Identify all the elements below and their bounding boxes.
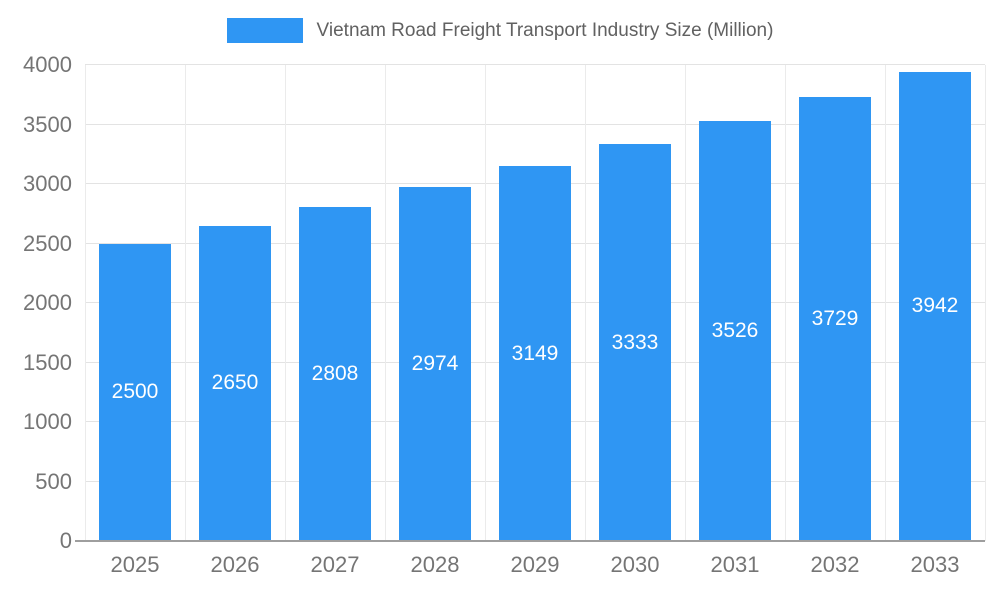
bar-value-label: 3526: [711, 319, 759, 343]
bar: 2500: [99, 243, 171, 541]
bar-slot: 2650: [185, 65, 285, 541]
bar-slot: 2808: [285, 65, 385, 541]
gridline: [885, 65, 886, 541]
gridline: [85, 65, 86, 541]
gridline: [585, 65, 586, 541]
gridline: [85, 123, 985, 125]
bar-slot: 3333: [585, 65, 685, 541]
x-tick-label: 2033: [910, 552, 960, 577]
bar-value-label: 3729: [811, 307, 859, 331]
x-tick-label: 2026: [210, 552, 260, 577]
bars-row: 2500 2650 2808 2974 3149 3333 3526 3729 3942: [85, 65, 985, 541]
gridline: [785, 65, 786, 541]
y-tick-label: 3000: [23, 171, 72, 196]
bar-value-label: 2808: [311, 361, 359, 385]
bar-value-label: 2650: [211, 371, 259, 395]
bar-value-label: 2974: [411, 352, 459, 376]
bar-value-label: 3333: [611, 330, 659, 354]
gridline: [985, 65, 986, 541]
x-tick-label: 2028: [410, 552, 460, 577]
y-tick-label: 0: [59, 528, 72, 553]
gridline: [384, 65, 386, 541]
x-tick-label: 2027: [310, 552, 360, 577]
y-axis: 0 500 1000 1500 2000 2500 3000 3500 4000: [0, 52, 72, 553]
gridline: [485, 65, 486, 541]
bar-slot: 2500: [85, 65, 185, 541]
gridline: [684, 65, 686, 541]
bar: 3942: [899, 71, 971, 541]
legend-swatch: [226, 18, 303, 43]
bar: 2650: [199, 225, 271, 541]
x-tick-label: 2025: [110, 552, 160, 577]
bar: 3149: [499, 166, 571, 541]
y-tick-label: 2500: [23, 230, 72, 256]
chart-title: Vietnam Road Freight Transport Industry …: [316, 19, 774, 41]
x-tick-label: 2029: [510, 552, 560, 577]
y-tick-label: 1500: [23, 349, 72, 375]
bar: 3333: [599, 144, 671, 541]
bar-slot: 2974: [385, 65, 485, 541]
bar: 2974: [399, 187, 471, 541]
y-tick-label: 1000: [23, 409, 72, 434]
bar-slot: 3942: [885, 65, 985, 541]
x-tick-label: 2031: [710, 552, 760, 577]
plot-area: 2500 2650 2808 2974 3149 3333 3526 3729 3942: [75, 64, 986, 542]
y-tick-label: 3500: [23, 111, 72, 137]
bar: 3526: [699, 121, 771, 541]
x-axis-baseline: [75, 540, 985, 542]
bar-value-label: 2500: [111, 380, 159, 404]
x-tick-label: 2030: [610, 552, 660, 577]
y-tick-label: 4000: [23, 52, 72, 77]
bar-value-label: 3149: [511, 341, 559, 365]
bar-value-label: 3942: [911, 294, 959, 318]
bar: 2808: [299, 206, 371, 541]
y-tick-label: 2000: [23, 290, 72, 315]
legend: Vietnam Road Freight Transport Industry …: [0, 18, 1000, 43]
gridline: [285, 65, 286, 541]
gridline: [85, 64, 985, 65]
bar-slot: 3149: [485, 65, 585, 541]
y-tick-label: 500: [35, 468, 72, 494]
bar-slot: 3526: [685, 65, 785, 541]
bar-slot: 3729: [785, 65, 885, 541]
bar: 3729: [799, 97, 871, 541]
gridline: [185, 65, 186, 541]
x-tick-label: 2032: [810, 552, 860, 577]
x-axis: 2025 2026 2027 2028 2029 2030 2031 2032 2033: [85, 552, 985, 578]
